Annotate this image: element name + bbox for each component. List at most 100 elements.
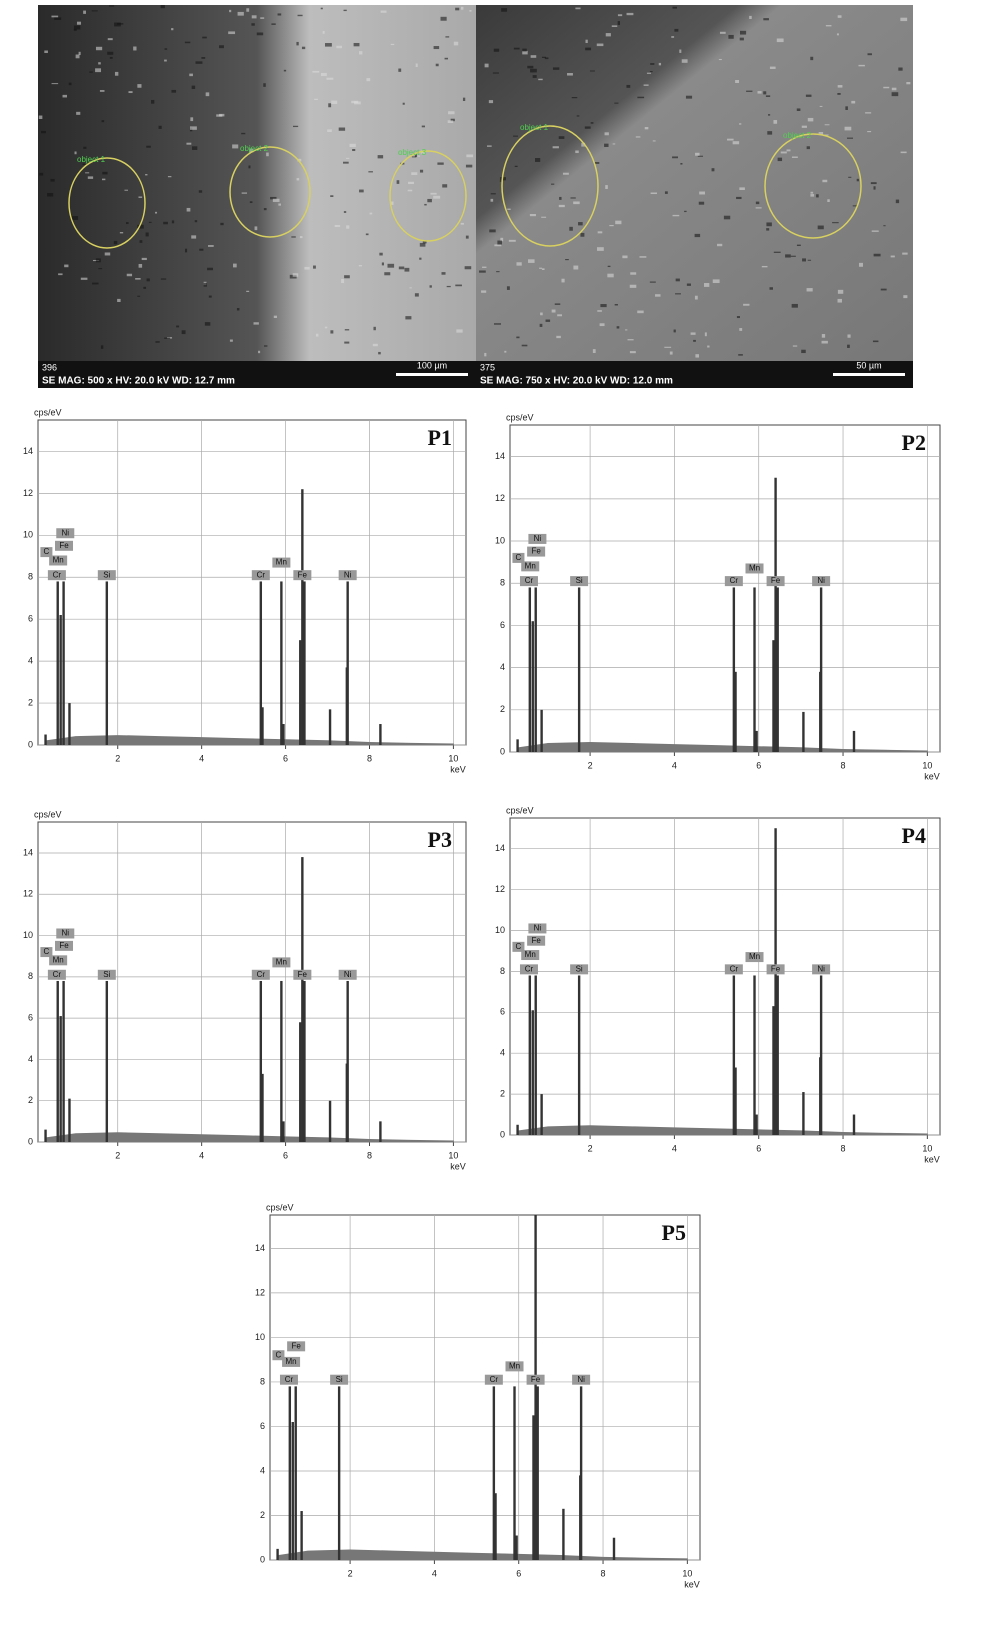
x-axis-label: keV	[684, 1579, 700, 1589]
peak	[819, 587, 823, 752]
texture	[639, 256, 647, 258]
texture	[486, 145, 492, 147]
texture	[404, 267, 410, 272]
y-tick-label: 2	[28, 1095, 33, 1105]
texture	[75, 54, 80, 59]
texture	[675, 293, 681, 295]
peak	[328, 709, 332, 745]
texture	[64, 264, 69, 268]
x-tick-label: 8	[601, 1568, 606, 1578]
texture	[167, 176, 172, 178]
texture	[570, 197, 576, 199]
texture	[352, 149, 356, 152]
peak	[346, 980, 349, 1142]
texture	[514, 165, 518, 168]
texture	[607, 273, 614, 278]
texture	[494, 323, 501, 325]
peak-label-box	[528, 533, 547, 544]
texture	[538, 78, 543, 81]
texture	[530, 68, 537, 73]
texture	[851, 100, 856, 104]
texture	[384, 272, 391, 276]
object-circle	[68, 157, 146, 249]
texture	[484, 63, 489, 68]
texture	[73, 25, 81, 30]
texture	[138, 263, 143, 268]
peak-label: Cr	[257, 970, 266, 979]
texture	[71, 216, 79, 220]
texture	[590, 122, 594, 124]
peak-label: Ni	[344, 570, 352, 579]
peak-label: Si	[576, 964, 583, 973]
texture	[163, 221, 168, 225]
texture	[379, 252, 383, 256]
texture	[719, 31, 726, 34]
texture	[462, 97, 466, 101]
texture	[233, 263, 237, 268]
texture	[358, 51, 363, 55]
peak-label: Ni	[577, 1375, 585, 1384]
peak-label-box	[766, 964, 785, 975]
texture	[522, 48, 527, 52]
texture	[62, 94, 68, 98]
texture	[414, 293, 419, 297]
texture	[91, 10, 98, 12]
texture	[366, 78, 371, 82]
texture	[58, 273, 63, 276]
texture	[351, 100, 359, 104]
texture	[681, 59, 688, 63]
texture	[790, 255, 796, 257]
texture	[791, 303, 798, 308]
texture	[801, 125, 807, 128]
peak-label: Fe	[771, 964, 781, 973]
y-tick-label: 10	[255, 1332, 265, 1342]
texture	[146, 278, 150, 282]
texture	[145, 174, 148, 176]
peak-label: Cr	[730, 576, 739, 585]
peak-label: Cr	[257, 570, 266, 579]
texture	[585, 47, 592, 51]
peak-label: Ni	[344, 970, 352, 979]
texture	[263, 83, 266, 87]
texture	[417, 155, 421, 157]
texture	[358, 264, 362, 267]
texture	[119, 232, 124, 234]
texture	[139, 240, 143, 243]
peak	[259, 980, 263, 1142]
texture	[464, 266, 472, 270]
texture	[402, 102, 405, 105]
y-tick-label: 4	[28, 656, 33, 666]
texture	[576, 115, 580, 117]
peak	[772, 640, 775, 752]
texture	[74, 151, 77, 155]
plot-area	[37, 419, 467, 746]
y-tick-label: 2	[500, 1088, 505, 1098]
peak-label: Cr	[53, 970, 62, 979]
texture	[532, 75, 537, 78]
peak	[294, 1386, 297, 1560]
texture	[494, 244, 502, 247]
peak-label: Mn	[525, 950, 536, 959]
texture	[880, 288, 887, 291]
peak-label: Mn	[749, 564, 760, 573]
peak-label: Fe	[59, 541, 69, 550]
texture	[47, 192, 54, 197]
texture	[522, 50, 528, 55]
texture	[433, 46, 440, 50]
image-code: 375	[480, 362, 495, 372]
peak-label: Cr	[53, 570, 62, 579]
texture	[735, 80, 740, 84]
peak-label-box	[251, 570, 270, 581]
texture	[204, 322, 211, 326]
texture	[330, 330, 334, 334]
peak	[44, 1129, 47, 1142]
texture	[541, 268, 545, 271]
texture	[359, 189, 364, 193]
x-tick-label: 6	[756, 760, 761, 770]
texture	[776, 38, 784, 43]
texture	[528, 259, 535, 263]
texture	[241, 192, 248, 194]
texture	[189, 126, 197, 130]
sem-image	[476, 5, 913, 361]
texture	[248, 165, 251, 169]
